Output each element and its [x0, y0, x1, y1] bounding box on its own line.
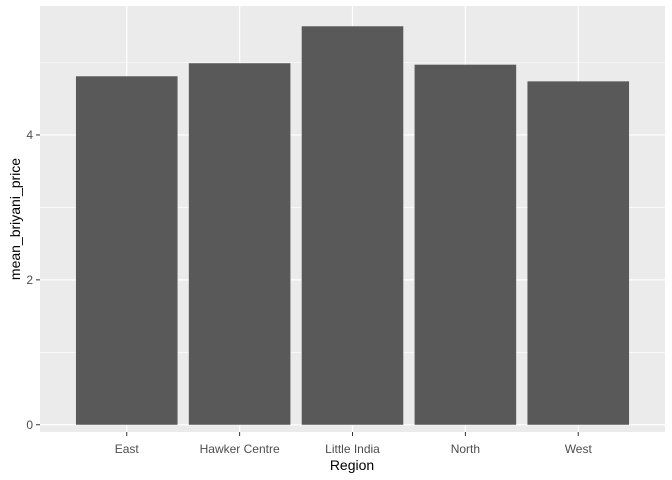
x-tick-label: Hawker Centre	[200, 442, 280, 456]
x-tick-label: West	[565, 442, 593, 456]
bar-east	[75, 76, 178, 425]
x-tick-label: North	[451, 442, 480, 456]
y-tick-label: 4	[26, 128, 33, 142]
bars	[75, 26, 630, 425]
x-axis-title: Region	[330, 457, 374, 473]
y-axis-title: mean_briyani_price	[7, 158, 23, 280]
bar-hawker-centre	[188, 63, 291, 425]
y-tick-label: 2	[26, 273, 33, 287]
x-tick-label: Little India	[325, 442, 380, 456]
y-tick-label: 0	[26, 418, 33, 432]
y-axis-ticks: 0 2 4	[26, 128, 40, 432]
bar-little-india	[301, 26, 404, 425]
x-axis-ticks: East Hawker Centre Little India North West	[115, 432, 593, 456]
x-tick-label: East	[115, 442, 140, 456]
bar-north	[414, 64, 517, 425]
bar-west	[527, 81, 630, 425]
